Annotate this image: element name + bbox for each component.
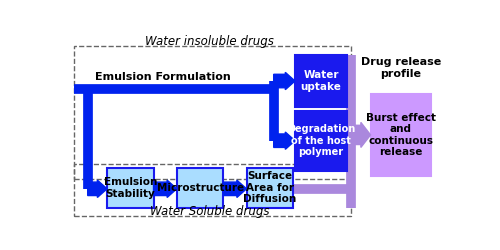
Bar (295, 55, 348, 107)
FancyArrow shape (154, 180, 177, 198)
FancyArrow shape (274, 132, 295, 149)
Text: Microstructure: Microstructure (156, 183, 244, 193)
Bar (246, 168, 293, 208)
Text: Burst effect
and
continuous
release: Burst effect and continuous release (366, 112, 436, 157)
FancyArrow shape (224, 180, 246, 198)
Text: Drug release
profile: Drug release profile (360, 58, 441, 79)
Text: Degradation
of the host
polymer: Degradation of the host polymer (287, 124, 356, 157)
Bar (74, 46, 351, 179)
Text: Surface
Area for
Diffusion: Surface Area for Diffusion (243, 171, 296, 204)
Text: Emulsion
Stability: Emulsion Stability (104, 177, 157, 199)
FancyArrow shape (351, 122, 370, 148)
Text: Water
uptake: Water uptake (300, 70, 342, 92)
Bar (74, 164, 351, 216)
Text: Water insoluble drugs: Water insoluble drugs (146, 35, 274, 48)
Text: Emulsion Formulation: Emulsion Formulation (96, 72, 231, 82)
Bar (370, 94, 430, 176)
FancyArrow shape (88, 180, 107, 198)
Bar (295, 111, 348, 170)
Bar (177, 168, 224, 208)
Text: Water Soluble drugs: Water Soluble drugs (150, 205, 270, 218)
FancyArrow shape (274, 72, 295, 90)
Bar (107, 168, 154, 208)
